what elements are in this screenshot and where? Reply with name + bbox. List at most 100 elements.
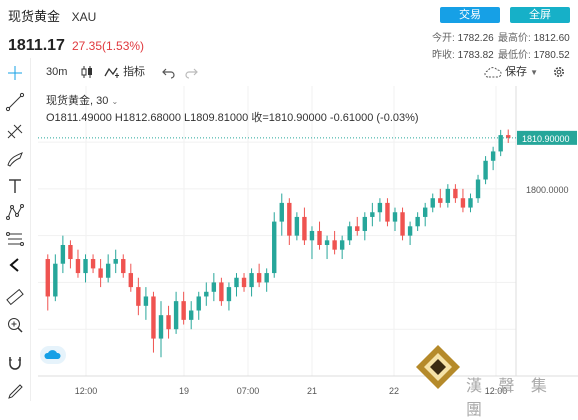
candle-body (136, 287, 141, 306)
interval-selector[interactable]: 30m (46, 66, 68, 78)
undo-icon[interactable] (162, 58, 176, 86)
candle-body (498, 135, 503, 152)
candle-body (241, 277, 247, 288)
price-chart[interactable]: 1810.90000 1800.0000 12:00 19 07:00 21 22 12:00 (38, 86, 578, 401)
save-label: 保存 (505, 66, 528, 78)
legend-interval: 30 (96, 95, 109, 107)
stat-high: 最高价: 1812.60 (498, 33, 570, 44)
time-tick-label: 12:00 (485, 386, 508, 396)
candle-body (60, 245, 66, 264)
candle-body (453, 188, 458, 199)
brush-icon[interactable] (3, 148, 27, 170)
candle-body (68, 245, 73, 260)
candle-body (128, 273, 134, 288)
save-button[interactable]: 保存 ▼ (484, 58, 538, 86)
indicator-icon (104, 67, 119, 79)
candle-body (196, 296, 201, 311)
current-price-tag (517, 130, 577, 145)
candle-body (355, 226, 360, 231)
candle-body (151, 296, 156, 339)
chevron-down-icon: ▼ (530, 68, 539, 77)
candle-body (400, 212, 405, 236)
zoom-in-icon[interactable] (3, 314, 27, 336)
candle-body (490, 151, 496, 161)
magnet-icon[interactable] (3, 352, 27, 374)
candle-body (385, 202, 390, 222)
candle-body (438, 198, 443, 203)
candle-body (83, 259, 88, 274)
candle-body (219, 282, 224, 302)
text-tool-icon[interactable] (3, 175, 27, 197)
candle-body (264, 273, 269, 283)
price-change: 27.35(1.53%) (72, 39, 145, 53)
candle-body (294, 216, 300, 236)
lock-pencil-icon[interactable] (3, 378, 27, 400)
candle-body (105, 263, 111, 278)
candle-body (166, 315, 171, 330)
candle-body (98, 268, 103, 278)
crosshair-icon[interactable] (3, 62, 27, 84)
candle-body (362, 216, 368, 231)
cloud-sync-icon[interactable] (40, 346, 66, 364)
candle-body (377, 202, 383, 213)
stat-prev-close: 昨收: 1783.82 (432, 50, 494, 61)
pattern-tool-icon[interactable] (3, 201, 27, 223)
fullscreen-button[interactable]: 全屏 (510, 7, 570, 23)
time-tick-label: 07:00 (237, 386, 260, 396)
last-price: 1811.17 (8, 37, 65, 54)
candle-body (445, 188, 451, 203)
current-price-label: 1810.90000 (522, 134, 570, 144)
legend-instrument: 现货黄金 (46, 95, 90, 107)
candle-body (422, 207, 428, 217)
watermark-text: 漢 聲 集 團 (466, 378, 553, 419)
chart-legend-title: 现货黄金, 30 ⌄ (46, 95, 119, 107)
candle-body (143, 296, 149, 306)
instrument-name: 现货黄金 (8, 9, 61, 24)
back-arrow-icon[interactable] (3, 254, 27, 276)
candle-body (392, 212, 398, 222)
candle-body (249, 273, 254, 288)
candle-body (272, 221, 277, 274)
trend-line-icon[interactable] (3, 91, 27, 113)
candle-body (181, 301, 186, 320)
candle-body (483, 160, 488, 180)
candle-body (234, 277, 239, 288)
time-tick-label: 19 (179, 386, 189, 396)
instrument-symbol: XAU (71, 10, 97, 24)
company-logo (414, 343, 462, 391)
chart-toolbar: 30m 指标 保存 ▼ (38, 58, 578, 86)
fork-tool-icon[interactable] (3, 120, 27, 142)
candle-body (121, 259, 126, 274)
legend-chevron-icon: ⌄ (111, 97, 119, 106)
redo-icon[interactable] (184, 58, 198, 86)
candle-body (158, 315, 164, 339)
trade-button[interactable]: 交易 (440, 7, 500, 23)
candle-body (415, 216, 420, 227)
candle-body (430, 198, 435, 208)
candle-body (188, 310, 194, 320)
page-title: 现货黄金 XAU (8, 6, 96, 25)
candle-body (309, 230, 315, 241)
ruler-icon[interactable] (3, 286, 27, 308)
candle-body (53, 263, 58, 297)
candle-body (317, 230, 322, 245)
candle-body (226, 287, 232, 302)
candle-body (460, 198, 466, 208)
indicator-button[interactable]: 指标 (104, 58, 145, 86)
chart-legend-ohlc: O1811.49000 H1812.68000 L1809.81000 收=18… (46, 112, 419, 124)
stat-open: 今开: 1782.26 (432, 33, 494, 44)
candle-body (302, 216, 307, 241)
drawing-tools-sidebar (0, 58, 31, 401)
stat-low: 最低价: 1780.52 (498, 50, 570, 61)
candle-body (324, 240, 330, 245)
candle-type-icon[interactable] (80, 58, 94, 86)
settings-gear-icon[interactable] (552, 58, 566, 86)
indicator-label: 指标 (123, 66, 146, 78)
candle-body (256, 273, 262, 283)
candle-body (45, 259, 50, 297)
candle-body (287, 202, 292, 236)
price-tick-1800: 1800.0000 (526, 185, 569, 195)
time-tick-label: 12:00 (75, 386, 98, 396)
fib-tool-icon[interactable] (3, 228, 27, 250)
candle-body (475, 179, 481, 199)
